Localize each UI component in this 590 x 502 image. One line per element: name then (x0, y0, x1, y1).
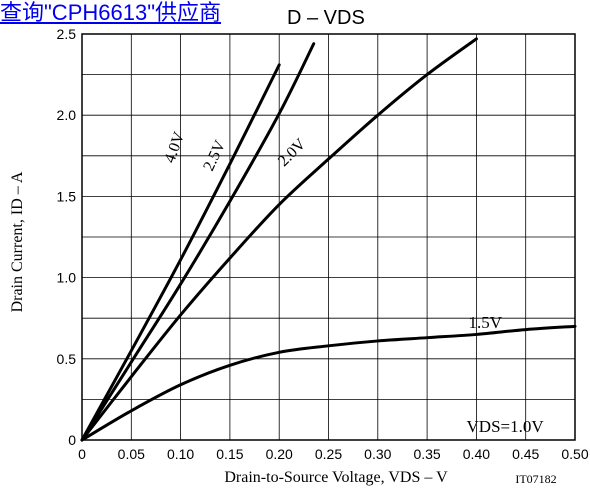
chart-title: D – VDS (287, 7, 365, 29)
curve-label: 4.0V (161, 129, 188, 165)
vds-curve-label: VDS=1.0V (467, 417, 545, 436)
curve-label: 1.5V (469, 313, 503, 332)
chart-grid (82, 34, 575, 440)
x-tick-label: 0.30 (364, 446, 391, 462)
curve-label: 2.0V (275, 135, 310, 170)
x-tick-label: 0.15 (216, 446, 243, 462)
series-line-2-5v (80, 42, 316, 442)
supplier-search-link[interactable]: 查询"CPH6613"供应商 (0, 0, 222, 25)
y-tick-label: 1.0 (57, 270, 77, 286)
plot-frame (81, 33, 576, 441)
x-tick-label: 0.45 (512, 446, 539, 462)
y-tick-label: 0.5 (57, 351, 77, 367)
x-tick-label: 0.50 (561, 446, 588, 462)
x-tick-label: 0.25 (315, 446, 342, 462)
x-axis-label: Drain-to-Source Voltage, VDS – V (224, 469, 448, 486)
series-line-4-0v (80, 63, 281, 442)
series-line-2-0v (80, 37, 478, 442)
y-axis-label: Drain Current, ID – A (9, 171, 26, 312)
y-tick-label: 2.0 (57, 107, 77, 123)
y-tick-label: 0 (68, 432, 76, 448)
series-line-1-5v (80, 324, 577, 442)
x-tick-label: 0.10 (167, 446, 194, 462)
x-tick-label: 0 (78, 446, 86, 462)
x-tick-label: 0.20 (266, 446, 293, 462)
x-tick-label: 0.40 (463, 446, 490, 462)
y-tick-label: 2.5 (57, 26, 77, 42)
y-tick-label: 1.5 (57, 188, 77, 204)
x-tick-label: 0.35 (413, 446, 440, 462)
y-tick-labels: 0 0.5 1.0 1.5 2.0 2.5 (57, 26, 77, 448)
figure-code: IT07182 (515, 472, 556, 486)
series-layer (80, 37, 577, 442)
x-tick-label: 0.05 (118, 446, 145, 462)
x-tick-labels: 0 0.05 0.10 0.15 0.20 0.25 0.30 0.35 0.40 0.45 0.5… (78, 446, 589, 462)
